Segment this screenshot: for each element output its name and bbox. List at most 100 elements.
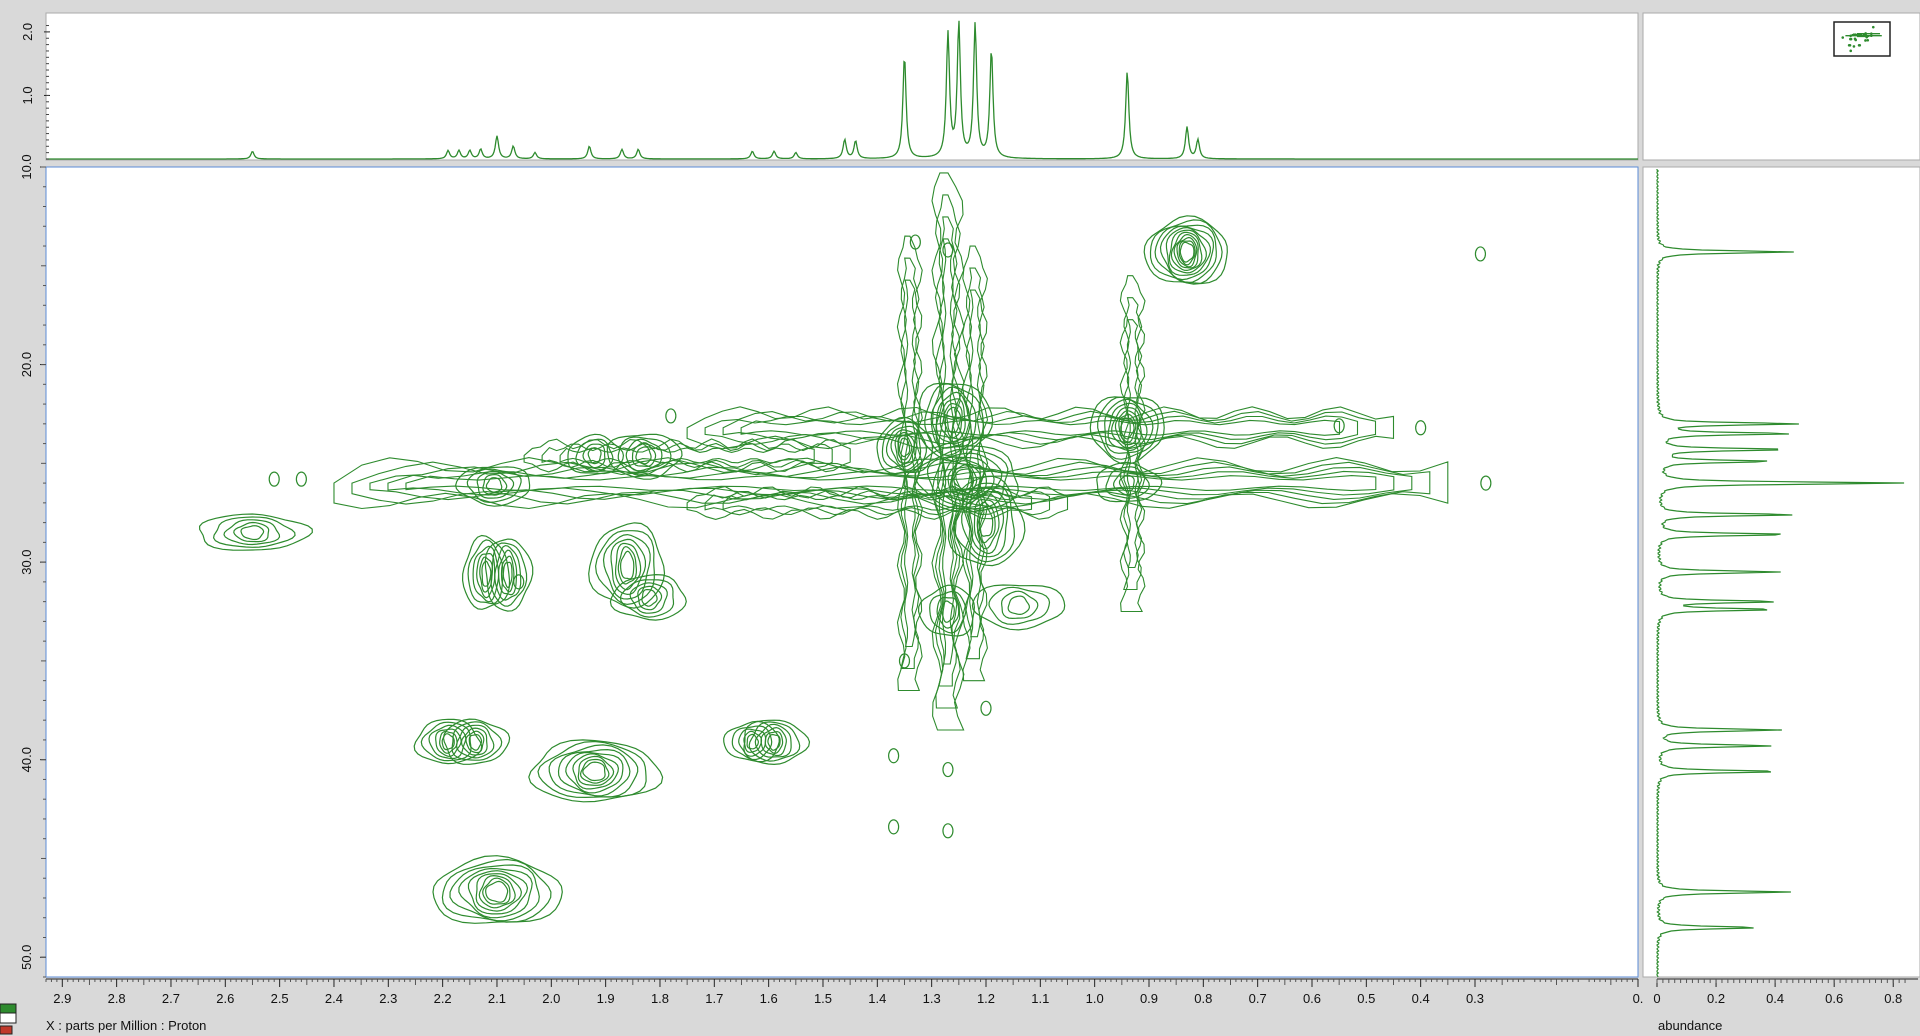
contour-island [295, 471, 307, 487]
thumbnail-peak [1854, 38, 1857, 42]
x-tick-label: 0.8 [1194, 991, 1212, 1006]
cross-peak [461, 534, 511, 610]
contour-level [743, 719, 811, 766]
contour-level [896, 235, 923, 692]
contour-island [1480, 475, 1492, 491]
cross-peak [588, 522, 666, 609]
contour-level [548, 744, 639, 798]
x-tick-label: 1.2 [977, 991, 995, 1006]
contour-plot-area[interactable] [45, 166, 1639, 978]
contour-level [1176, 236, 1198, 268]
x-tick-label: 1.6 [760, 991, 778, 1006]
contour-level [442, 718, 511, 765]
contour-level [1159, 225, 1215, 281]
overview-thumbnail[interactable] [1833, 21, 1891, 57]
contour-level [1104, 398, 1154, 454]
contour-level [929, 590, 967, 634]
y-tick-label: 50.0 [19, 945, 34, 970]
cross-peak [442, 718, 511, 765]
contour-level [468, 733, 483, 751]
contour-level [934, 194, 962, 709]
x-tick-label: 2.4 [325, 991, 343, 1006]
contour-level [686, 485, 1069, 520]
right-projection [1656, 169, 1905, 978]
contour-level [497, 549, 518, 596]
contour-level [528, 739, 664, 803]
x-tick-label: 1.9 [597, 991, 615, 1006]
contour-level [541, 442, 833, 468]
contour-level [890, 429, 918, 468]
horizontal-ridge [686, 485, 1069, 520]
cross-peak [432, 855, 563, 924]
right-projection-trace [1656, 169, 1905, 978]
top-projection-trace [46, 20, 1638, 160]
contour-level [502, 561, 513, 589]
contour-level [420, 721, 472, 762]
horizontal-ridge [686, 406, 1395, 450]
vertical-ridge [962, 245, 989, 682]
contour-level [461, 534, 511, 610]
right-projection-panel [1642, 166, 1920, 978]
contour-level [1173, 233, 1199, 269]
contour-level [449, 864, 540, 922]
contour-level [494, 544, 522, 601]
y-axis: 10.0 20.0 30.0 40.0 50.0 [19, 154, 46, 978]
contour-island [898, 653, 911, 669]
contour-level [572, 753, 620, 790]
contour-level [523, 438, 851, 473]
abundance-axis-label: abundance [1658, 1018, 1722, 1033]
contour-level [947, 475, 1026, 567]
x-tick-label: 2.6 [216, 991, 234, 1006]
thumbnail-peak [1849, 49, 1853, 53]
contour-level [629, 582, 668, 614]
x-tick-label: 1.4 [868, 991, 886, 1006]
contour-level [606, 433, 683, 480]
contour-level [223, 519, 281, 546]
top-tick-label: 2.0 [20, 23, 35, 41]
cross-peak [1143, 215, 1228, 285]
contour-level [467, 539, 504, 605]
cross-peak [609, 573, 687, 621]
contour-level [405, 475, 1377, 492]
contour-level [1123, 297, 1143, 591]
contour-level [435, 728, 462, 757]
contour-level [588, 522, 666, 609]
contour-level [351, 461, 1431, 505]
abundance-tick-label: 0 [1653, 991, 1660, 1006]
contour-island [942, 823, 954, 839]
contour-level [240, 525, 265, 541]
thumbnail-peak [1852, 45, 1856, 48]
contour-level [1111, 406, 1142, 449]
x-tick-label: 2.9 [53, 991, 71, 1006]
y-tick-label: 20.0 [19, 352, 34, 377]
contour-level [722, 494, 1033, 511]
contour-island [888, 748, 900, 764]
contour-level [971, 584, 1066, 631]
contour-level [635, 446, 652, 465]
overview-thumbnail-plot [1841, 25, 1882, 53]
abundance-axis: 0 0.2 0.4 0.6 0.8 [1653, 978, 1918, 1006]
x-tick-label: 1.8 [651, 991, 669, 1006]
contour-level [1179, 241, 1195, 263]
top-tick-label: 1.0 [20, 86, 35, 104]
contour-level [1168, 229, 1207, 274]
contour-island [888, 819, 900, 835]
contour-island [942, 242, 954, 258]
x-tick-label: 2.7 [162, 991, 180, 1006]
contour-level [233, 521, 270, 543]
abundance-tick-label: 0.6 [1825, 991, 1843, 1006]
contour-level [978, 506, 994, 537]
contour-level [575, 438, 614, 472]
contour-level [490, 542, 528, 607]
abundance-tick-label: 0.4 [1766, 991, 1784, 1006]
thumbnail-peak [1841, 36, 1845, 39]
contour-level [722, 415, 1359, 441]
thumbnail-peak [1848, 43, 1852, 47]
contour-level [577, 755, 615, 786]
x-tick-label: 1.1 [1031, 991, 1049, 1006]
contour-level [458, 867, 533, 919]
contour-level [559, 447, 815, 464]
x-tick-label: 0.7 [1249, 991, 1267, 1006]
contour-level [455, 724, 495, 759]
contour-level [500, 555, 515, 593]
